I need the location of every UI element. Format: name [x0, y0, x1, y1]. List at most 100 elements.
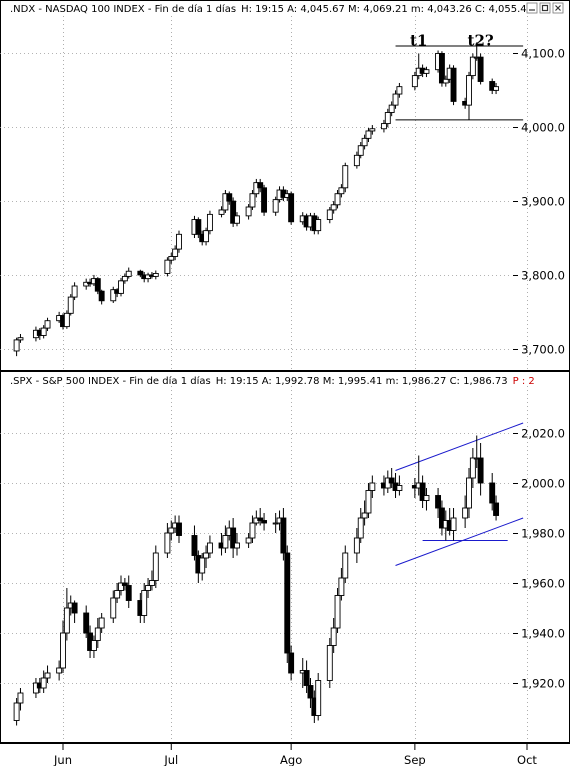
spx-candle-body — [353, 537, 360, 554]
ndx-candle — [152, 270, 159, 280]
spx-candle — [315, 673, 322, 721]
spx-candle — [477, 443, 484, 496]
spx-candle-body — [125, 585, 132, 601]
x-tick-label: Jun — [53, 753, 72, 766]
spx-candle — [261, 513, 268, 531]
ndx-candle-body — [261, 187, 268, 213]
spx-candle — [303, 660, 310, 693]
spx-candle — [191, 525, 198, 561]
spx-candle — [326, 638, 333, 688]
ndx-candle-body — [272, 199, 279, 213]
ndx-candle — [338, 184, 345, 198]
ndx-candle-body — [17, 337, 24, 341]
ndx-candle — [226, 191, 233, 205]
spx-candle — [245, 533, 252, 548]
spx-candle-body — [326, 645, 333, 681]
ndx-candle-body — [71, 285, 78, 298]
spx-candle — [249, 515, 256, 543]
spx-candle — [222, 525, 229, 553]
ndx-candle — [63, 310, 70, 329]
spx-candle — [369, 475, 376, 498]
spx-candle-body — [330, 627, 337, 646]
ndx-candles — [13, 42, 500, 357]
spx-candle — [110, 590, 117, 623]
spx-candle — [145, 578, 152, 598]
spx-candle-body — [94, 627, 101, 641]
ndx-candle — [234, 212, 240, 227]
spx-trend-line — [395, 517, 524, 566]
spx-candle-body — [199, 557, 206, 574]
spx-candle — [206, 535, 213, 558]
ndx-candle-body — [380, 123, 387, 130]
spx-candle — [342, 545, 349, 583]
spx-trend-line — [395, 422, 524, 471]
ndx-candle-body — [222, 193, 229, 211]
ndx-candle-body — [493, 86, 500, 91]
spx-candle-body — [40, 677, 47, 689]
ndx-candle — [164, 257, 171, 277]
spx-candle-body — [342, 552, 349, 579]
ndx-candle-body — [152, 273, 159, 277]
spx-candle-body — [493, 502, 500, 516]
ndx-candle — [442, 75, 449, 87]
ndx-y-tick-label: 3,900.0 — [521, 195, 565, 209]
spx-candle-body — [466, 477, 472, 509]
x-tick-label: Jul — [163, 753, 178, 766]
spx-y-axis: 2,020.0 2,000.0 1,980.0 1,960.0 1,940.0 1,920… — [513, 427, 565, 691]
spx-candle-body — [222, 535, 229, 549]
spx-candle-body — [249, 522, 256, 539]
spx-candle-body — [230, 527, 237, 549]
x-axis: Jun Jul Ago Sep Oct — [53, 743, 537, 766]
spx-candle — [60, 620, 66, 673]
ndx-candle — [98, 289, 105, 305]
spx-candle-body — [164, 532, 171, 554]
ndx-candle-body — [396, 86, 403, 95]
spx-candle-body — [60, 632, 66, 669]
spx-candle-body — [17, 692, 24, 704]
restore-icon[interactable] — [539, 2, 551, 14]
spx-candle — [396, 475, 403, 496]
spx-candle — [98, 613, 105, 633]
close-icon[interactable] — [552, 2, 564, 14]
spx-candle — [148, 570, 155, 591]
spx-candle-body — [272, 522, 279, 525]
ndx-candle — [423, 66, 430, 78]
ndx-candle-body — [384, 112, 391, 125]
ndx-candle — [13, 337, 20, 357]
ndx-candle — [125, 267, 132, 279]
ndx-candle-body — [334, 193, 341, 206]
ndx-candle-body — [353, 154, 360, 167]
spx-candle-body — [357, 517, 364, 539]
ndx-candle-body — [357, 145, 364, 156]
spx-candle — [388, 468, 395, 488]
spx-candle — [83, 605, 90, 638]
spx-candle — [469, 448, 476, 488]
spx-candle-body — [450, 517, 457, 531]
spx-candle — [176, 515, 182, 543]
spx-candle-body — [489, 482, 496, 504]
spx-candle — [141, 583, 148, 623]
spx-candle-body — [152, 552, 159, 581]
spx-y-tick-label: 1,920.0 — [521, 677, 565, 691]
minimize-icon[interactable] — [526, 2, 538, 14]
ndx-candle — [176, 230, 182, 253]
spx-candle-body — [307, 685, 314, 699]
ndx-candle — [272, 196, 279, 216]
ndx-candle-body — [411, 75, 418, 88]
spx-candle-body — [369, 482, 376, 491]
ndx-candle-body — [245, 206, 252, 217]
ndx-annotations: t1 t2? — [410, 31, 494, 49]
ndx-candle — [230, 197, 237, 227]
spx-candle — [17, 688, 24, 711]
spx-candle — [40, 670, 47, 693]
ndx-candle-body — [442, 78, 449, 84]
spx-candle — [230, 518, 237, 558]
spx-candle-body — [245, 537, 252, 544]
spx-candle-body — [13, 702, 20, 721]
ndx-candle-body — [63, 312, 70, 328]
ndx-candle — [222, 190, 229, 213]
spx-candle — [357, 508, 364, 543]
ndx-candle-body — [203, 230, 210, 243]
spx-candle-body — [121, 582, 128, 586]
ndx-candle-body — [326, 209, 333, 221]
